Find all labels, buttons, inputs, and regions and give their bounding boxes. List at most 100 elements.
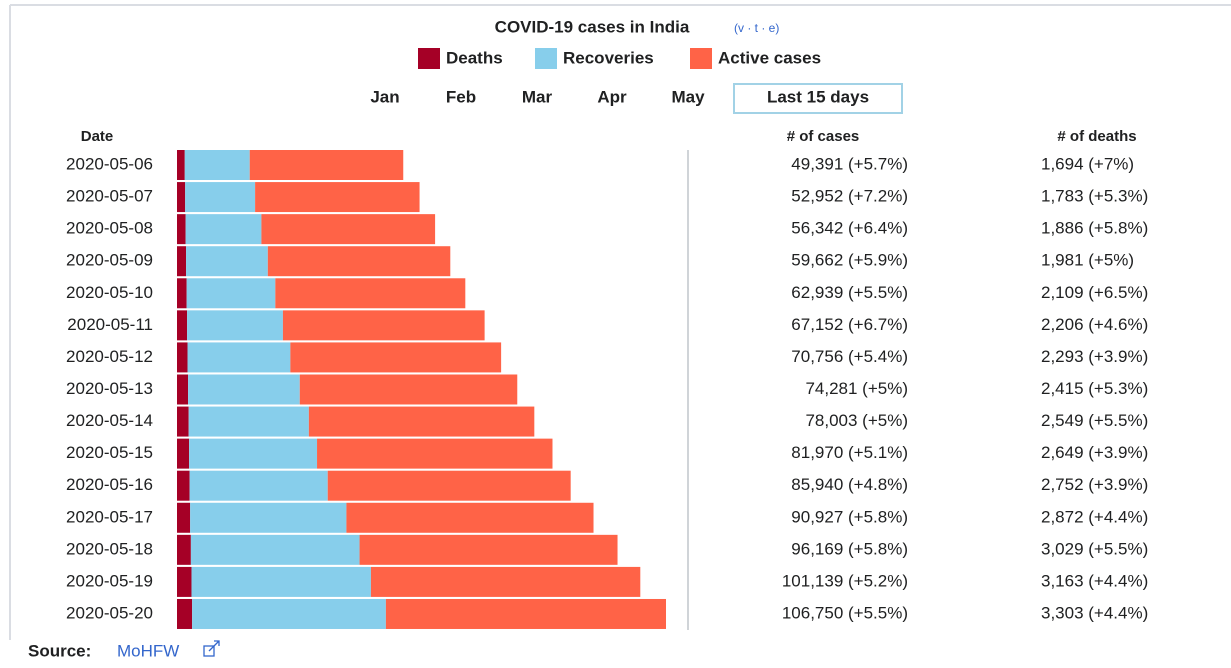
legend-swatch <box>690 48 712 69</box>
cases-label: 52,952 (+7.2%) <box>791 187 908 206</box>
bar-segment <box>385 598 666 629</box>
legend-label: Deaths <box>446 48 503 67</box>
bar-segment <box>191 566 371 597</box>
bar-segment <box>177 566 192 597</box>
bar-segment <box>255 182 420 213</box>
bar-segment <box>177 470 190 501</box>
deaths-label: 1,694 (+7%) <box>1041 154 1134 173</box>
deaths-label: 2,293 (+3.9%) <box>1041 347 1148 366</box>
date-label: 2020-05-18 <box>66 539 153 558</box>
date-label: 2020-05-19 <box>66 571 153 590</box>
date-label: 2020-05-09 <box>66 251 153 270</box>
deaths-label: 1,783 (+5.3%) <box>1041 187 1148 206</box>
column-header: Date <box>81 128 114 145</box>
bar-segment <box>261 214 436 245</box>
bar-segment <box>177 406 189 437</box>
bar-segment <box>187 342 291 373</box>
bar-segment <box>185 182 256 213</box>
bar-segment <box>299 374 518 405</box>
bar-segment <box>177 246 187 277</box>
range-button[interactable]: Mar <box>522 87 553 106</box>
deaths-label: 3,029 (+5.5%) <box>1041 539 1148 558</box>
bar-segment <box>249 150 404 180</box>
date-label: 2020-05-13 <box>66 379 153 398</box>
date-label: 2020-05-07 <box>66 187 153 206</box>
date-label: 2020-05-08 <box>66 219 153 238</box>
cases-label: 74,281 (+5%) <box>805 379 908 398</box>
range-button[interactable]: May <box>671 87 705 106</box>
bar-segment <box>308 406 535 437</box>
deaths-label: 1,886 (+5.8%) <box>1041 219 1148 238</box>
bar-segment <box>177 438 190 469</box>
bar-segment <box>190 502 347 533</box>
date-label: 2020-05-17 <box>66 507 153 526</box>
bar-segment <box>185 214 262 245</box>
legend-swatch <box>535 48 557 69</box>
bar-segment <box>177 310 188 341</box>
bar-segment <box>177 150 185 180</box>
bar-segment <box>346 502 594 533</box>
cases-label: 56,342 (+6.4%) <box>791 219 908 238</box>
date-label: 2020-05-11 <box>67 315 153 334</box>
legend-label: Active cases <box>718 48 821 67</box>
source-link[interactable]: MoHFW <box>117 641 179 660</box>
navbar[interactable]: (v · t · e) <box>734 21 779 35</box>
deaths-label: 3,303 (+4.4%) <box>1041 603 1148 622</box>
deaths-label: 2,752 (+3.9%) <box>1041 475 1148 494</box>
date-label: 2020-05-10 <box>66 283 153 302</box>
date-label: 2020-05-16 <box>66 475 153 494</box>
deaths-label: 2,206 (+4.6%) <box>1041 315 1148 334</box>
cases-label: 67,152 (+6.7%) <box>791 315 908 334</box>
range-button[interactable]: Jan <box>370 87 399 106</box>
bar-segment <box>359 534 618 565</box>
bar-segment <box>267 246 451 277</box>
bar-segment <box>177 374 189 405</box>
date-label: 2020-05-15 <box>66 443 153 462</box>
cases-label: 78,003 (+5%) <box>805 411 908 430</box>
bar-segment <box>290 342 502 373</box>
deaths-label: 2,649 (+3.9%) <box>1041 443 1148 462</box>
deaths-label: 2,415 (+5.3%) <box>1041 379 1148 398</box>
range-button[interactable]: Apr <box>597 87 627 106</box>
cases-label: 101,139 (+5.2%) <box>782 571 908 590</box>
bar-segment <box>177 342 188 373</box>
bar-segment <box>327 470 571 501</box>
bar-segment <box>184 150 250 180</box>
bar-segment <box>177 598 193 629</box>
range-button[interactable]: Feb <box>446 87 476 106</box>
legend-swatch <box>418 48 440 69</box>
cases-label: 90,927 (+5.8%) <box>791 507 908 526</box>
bar-segment <box>188 374 300 405</box>
active-button-frame[interactable] <box>733 83 903 114</box>
bar-segment <box>189 438 318 469</box>
date-label: 2020-05-20 <box>66 603 153 622</box>
cases-label: 106,750 (+5.5%) <box>782 603 908 622</box>
bar-segment <box>177 502 191 533</box>
bar-segment <box>317 438 553 469</box>
bar-segment <box>192 598 386 629</box>
bar-segment <box>275 278 466 309</box>
deaths-label: 2,549 (+5.5%) <box>1041 411 1148 430</box>
bar-segment <box>186 278 276 309</box>
date-label: 2020-05-12 <box>66 347 153 366</box>
bar-segment <box>189 470 328 501</box>
bar-segment <box>177 278 187 309</box>
date-label: 2020-05-06 <box>66 154 153 173</box>
cases-label: 70,756 (+5.4%) <box>791 347 908 366</box>
source-label: Source: <box>28 641 91 660</box>
bar-segment <box>177 182 186 213</box>
range-button[interactable]: Last 15 days <box>767 87 869 106</box>
deaths-label: 1,981 (+5%) <box>1041 251 1134 270</box>
bar-segment <box>190 534 360 565</box>
cases-label: 96,169 (+5.8%) <box>791 539 908 558</box>
chart-title: COVID-19 cases in India <box>495 17 690 36</box>
cases-label: 81,970 (+5.1%) <box>791 443 908 462</box>
bar-segment <box>186 246 268 277</box>
bar-segment <box>187 310 283 341</box>
external-link-icon <box>203 640 220 657</box>
bar-segment <box>177 214 186 245</box>
legend-label: Recoveries <box>563 48 654 67</box>
date-label: 2020-05-14 <box>66 411 153 430</box>
bar-segment <box>370 566 641 597</box>
